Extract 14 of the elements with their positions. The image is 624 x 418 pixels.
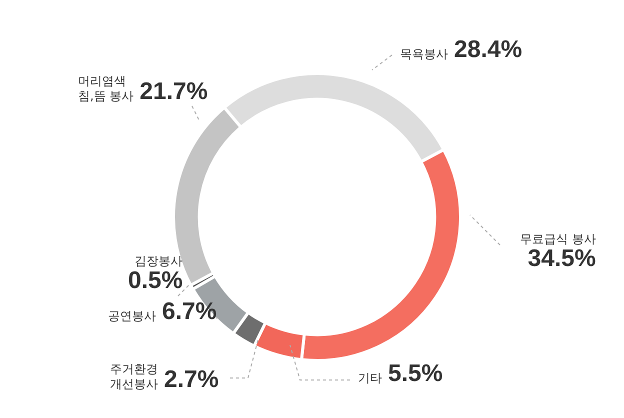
slice-label: 무료급식 봉사 xyxy=(520,232,596,247)
slice-label: 머리염색 침,뜸 봉사 xyxy=(78,74,134,104)
slice-label: 목욕봉사 xyxy=(400,47,448,62)
data-label: 0.5% xyxy=(128,267,183,294)
slice-label: 주거환경 개선봉사 xyxy=(110,362,158,392)
data-label: 6.7% xyxy=(162,298,217,325)
data-label: 5.5% xyxy=(388,360,443,387)
data-label: 21.7% xyxy=(140,78,208,105)
slice-label: 김장봉사 xyxy=(134,254,183,269)
data-label: 34.5% xyxy=(528,245,596,272)
data-label: 2.7% xyxy=(164,366,219,393)
slice-label: 공연봉사 xyxy=(108,309,156,324)
data-label: 28.4% xyxy=(454,36,522,63)
slice-label: 기타 xyxy=(358,371,382,386)
